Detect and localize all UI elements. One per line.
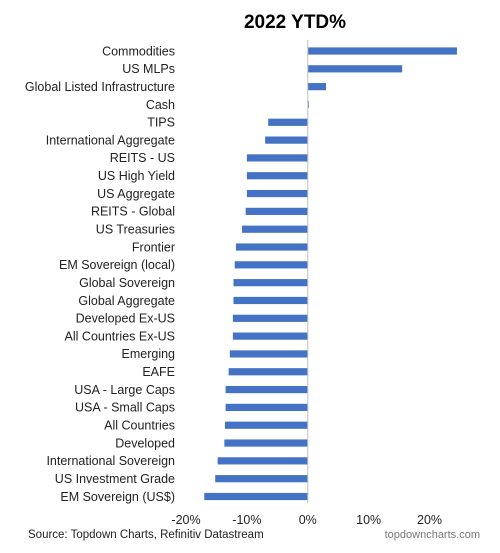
- category-label: Developed Ex-US: [76, 312, 175, 326]
- category-label: Commodities: [102, 44, 175, 58]
- category-label: Emerging: [122, 347, 176, 361]
- bar: [245, 207, 308, 215]
- x-tick-label: -20%: [171, 513, 200, 527]
- category-label: REITS - US: [110, 151, 175, 165]
- category-label: US High Yield: [98, 169, 175, 183]
- source-note: Source: Topdown Charts, Refinitiv Datast…: [28, 529, 264, 541]
- category-label: REITS - Global: [91, 205, 175, 219]
- category-label: International Sovereign: [46, 454, 175, 468]
- category-label: Frontier: [132, 240, 175, 254]
- category-label: TIPS: [147, 116, 175, 130]
- bar: [232, 314, 308, 322]
- bar: [224, 421, 308, 429]
- bar: [268, 118, 308, 126]
- category-label: All Countries: [104, 419, 175, 433]
- x-tick-label: 0%: [299, 513, 317, 527]
- x-tick-label: -10%: [232, 513, 261, 527]
- category-label: US Aggregate: [97, 187, 175, 201]
- category-label: EAFE: [142, 365, 175, 379]
- category-label: US Investment Grade: [55, 472, 175, 486]
- bar: [215, 475, 308, 483]
- bar: [242, 225, 308, 233]
- bar: [217, 457, 308, 465]
- bar: [229, 350, 308, 358]
- category-label: EM Sovereign (US$): [60, 490, 175, 504]
- category-label: EM Sovereign (local): [59, 258, 175, 272]
- chart-title: 2022 YTD%: [244, 12, 346, 33]
- category-label: US MLPs: [122, 62, 175, 76]
- category-labels: Commodities US MLPs Global Listed Infrastr…: [25, 44, 176, 504]
- bar: [228, 368, 308, 376]
- bar: [307, 65, 403, 73]
- bar: [246, 172, 308, 180]
- x-axis-tick-labels: -20% -10% 0% 10% 20%: [171, 513, 442, 527]
- bar: [204, 492, 308, 501]
- watermark: topdowncharts.com: [385, 529, 480, 541]
- bar: [246, 189, 308, 198]
- bar: [225, 385, 308, 394]
- category-label: US Treasuries: [96, 223, 175, 237]
- category-label: International Aggregate: [46, 133, 175, 147]
- bar: [232, 332, 308, 340]
- bar: [233, 296, 308, 305]
- category-label: Global Listed Infrastructure: [25, 80, 175, 94]
- bars-layer: [204, 47, 457, 501]
- category-label: USA - Large Caps: [74, 383, 175, 397]
- category-label: All Countries Ex-US: [65, 329, 175, 343]
- bar: [225, 403, 308, 411]
- category-label: Global Sovereign: [79, 276, 175, 290]
- bar: [224, 439, 308, 447]
- category-label: USA - Small Caps: [75, 401, 175, 415]
- bar: [265, 136, 308, 144]
- bar: [235, 243, 308, 251]
- category-label: Cash: [146, 98, 175, 112]
- x-tick-label: 10%: [356, 513, 381, 527]
- x-tick-label: 20%: [417, 513, 442, 527]
- category-label: Developed: [115, 436, 175, 450]
- bar: [233, 279, 308, 287]
- category-label: Global Aggregate: [78, 294, 175, 308]
- bar: [307, 83, 327, 91]
- bar: [246, 154, 308, 162]
- bar: [234, 261, 308, 269]
- bar: [307, 47, 457, 55]
